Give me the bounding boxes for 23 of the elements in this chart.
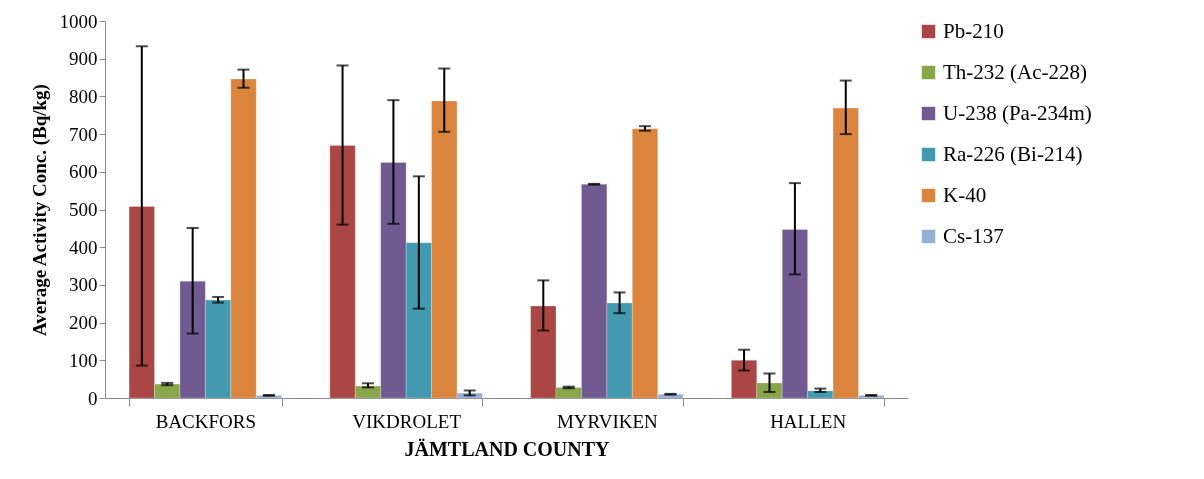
- legend-label: Cs-137: [943, 223, 1004, 248]
- y-tick-label: 800: [69, 85, 98, 107]
- x-tick-label: VIKDROLET: [352, 410, 462, 432]
- legend-label: Ra-226 (Bi-214): [943, 141, 1083, 166]
- y-tick-label: 1000: [59, 10, 98, 32]
- y-tick-label: 700: [69, 123, 98, 145]
- legend-label: U-238 (Pa-234m): [943, 100, 1092, 125]
- legend-label: Th-232 (Ac-228): [943, 59, 1088, 84]
- y-tick-label: 100: [69, 349, 98, 371]
- x-tick-label: HALLEN: [770, 410, 847, 432]
- x-axis-title: JÄMTLAND COUNTY: [404, 437, 611, 460]
- y-tick-label: 0: [88, 387, 98, 409]
- y-tick-label: 400: [69, 236, 98, 258]
- x-tick-label: BACKFORS: [155, 410, 257, 432]
- y-tick-label: 900: [69, 48, 98, 70]
- x-tick-label: MYRVIKEN: [556, 410, 659, 432]
- y-tick-label: 500: [69, 199, 98, 220]
- y-tick-label: 300: [69, 274, 98, 296]
- y-axis-title: Average Activity Conc. (Bq/kg): [28, 84, 51, 336]
- y-tick-label: 600: [69, 161, 98, 183]
- legend-label: Pb-210: [943, 18, 1004, 43]
- y-tick-label: 200: [69, 312, 98, 334]
- legend-label: K-40: [943, 182, 987, 207]
